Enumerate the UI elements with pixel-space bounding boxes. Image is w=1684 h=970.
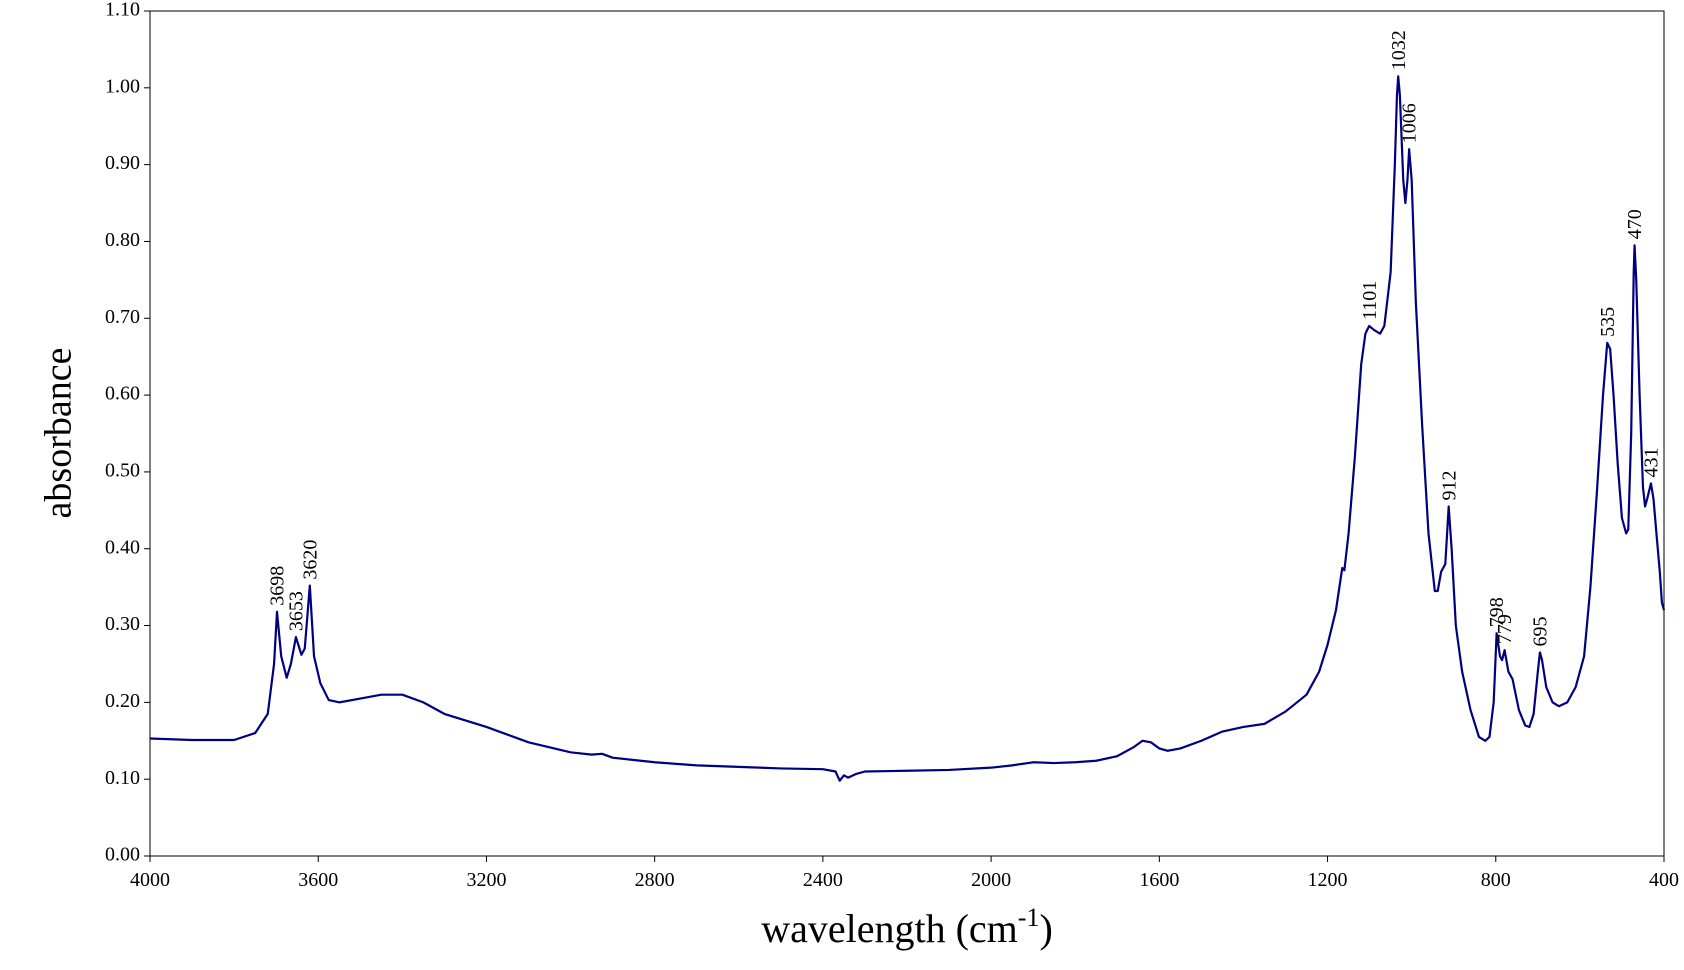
y-tick-label: 0.50 <box>105 460 140 482</box>
spectrum-line <box>149 75 1666 782</box>
y-tick-label: 0.90 <box>105 152 140 174</box>
x-axis-title-close: ) <box>1039 906 1052 951</box>
peak-label: 431 <box>1641 447 1663 477</box>
y-tick-label: 0.70 <box>105 306 140 328</box>
peak-label: 3698 <box>267 566 289 606</box>
peak-label: 1032 <box>1388 30 1410 70</box>
peak-label: 1006 <box>1399 103 1421 143</box>
peak-label: 3620 <box>299 540 321 580</box>
peak-label: 3653 <box>286 591 308 631</box>
y-tick-label: 0.60 <box>105 383 140 405</box>
x-tick-label: 800 <box>1481 869 1511 891</box>
y-tick-label: 0.80 <box>105 229 140 251</box>
x-tick-label: 4000 <box>130 869 170 891</box>
peak-label: 1101 <box>1359 281 1381 320</box>
peak-label: 798 <box>1486 597 1508 627</box>
peak-label: 779 <box>1494 614 1516 644</box>
x-tick-label: 3600 <box>298 869 338 891</box>
x-tick-label: 3200 <box>466 869 506 891</box>
peak-label: 470 <box>1624 209 1646 239</box>
y-tick-label: 0.10 <box>105 767 140 789</box>
x-axis-title-main: wavelength (cm <box>761 906 1018 951</box>
x-tick-label: 1200 <box>1308 869 1348 891</box>
y-tick-label: 0.20 <box>105 690 140 712</box>
x-tick-label: 400 <box>1649 869 1679 891</box>
x-tick-label: 2800 <box>635 869 675 891</box>
peak-label: 912 <box>1438 470 1460 500</box>
x-tick-label: 2000 <box>971 869 1011 891</box>
y-tick-label: 1.10 <box>105 0 140 21</box>
y-tick-label: 1.00 <box>105 75 140 97</box>
x-tick-label: 1600 <box>1139 869 1179 891</box>
y-tick-label: 0.40 <box>105 536 140 558</box>
x-axis-title: wavelength (cm-1) <box>761 903 1053 951</box>
y-tick-label: 0.00 <box>105 844 140 866</box>
y-axis-title: absorbance <box>38 348 80 519</box>
peak-label: 695 <box>1530 616 1552 646</box>
x-axis-title-sup: -1 <box>1018 903 1040 932</box>
plot-frame <box>149 10 1665 857</box>
peak-label: 535 <box>1597 307 1619 337</box>
y-tick-label: 0.30 <box>105 613 140 635</box>
x-tick-label: 2400 <box>803 869 843 891</box>
